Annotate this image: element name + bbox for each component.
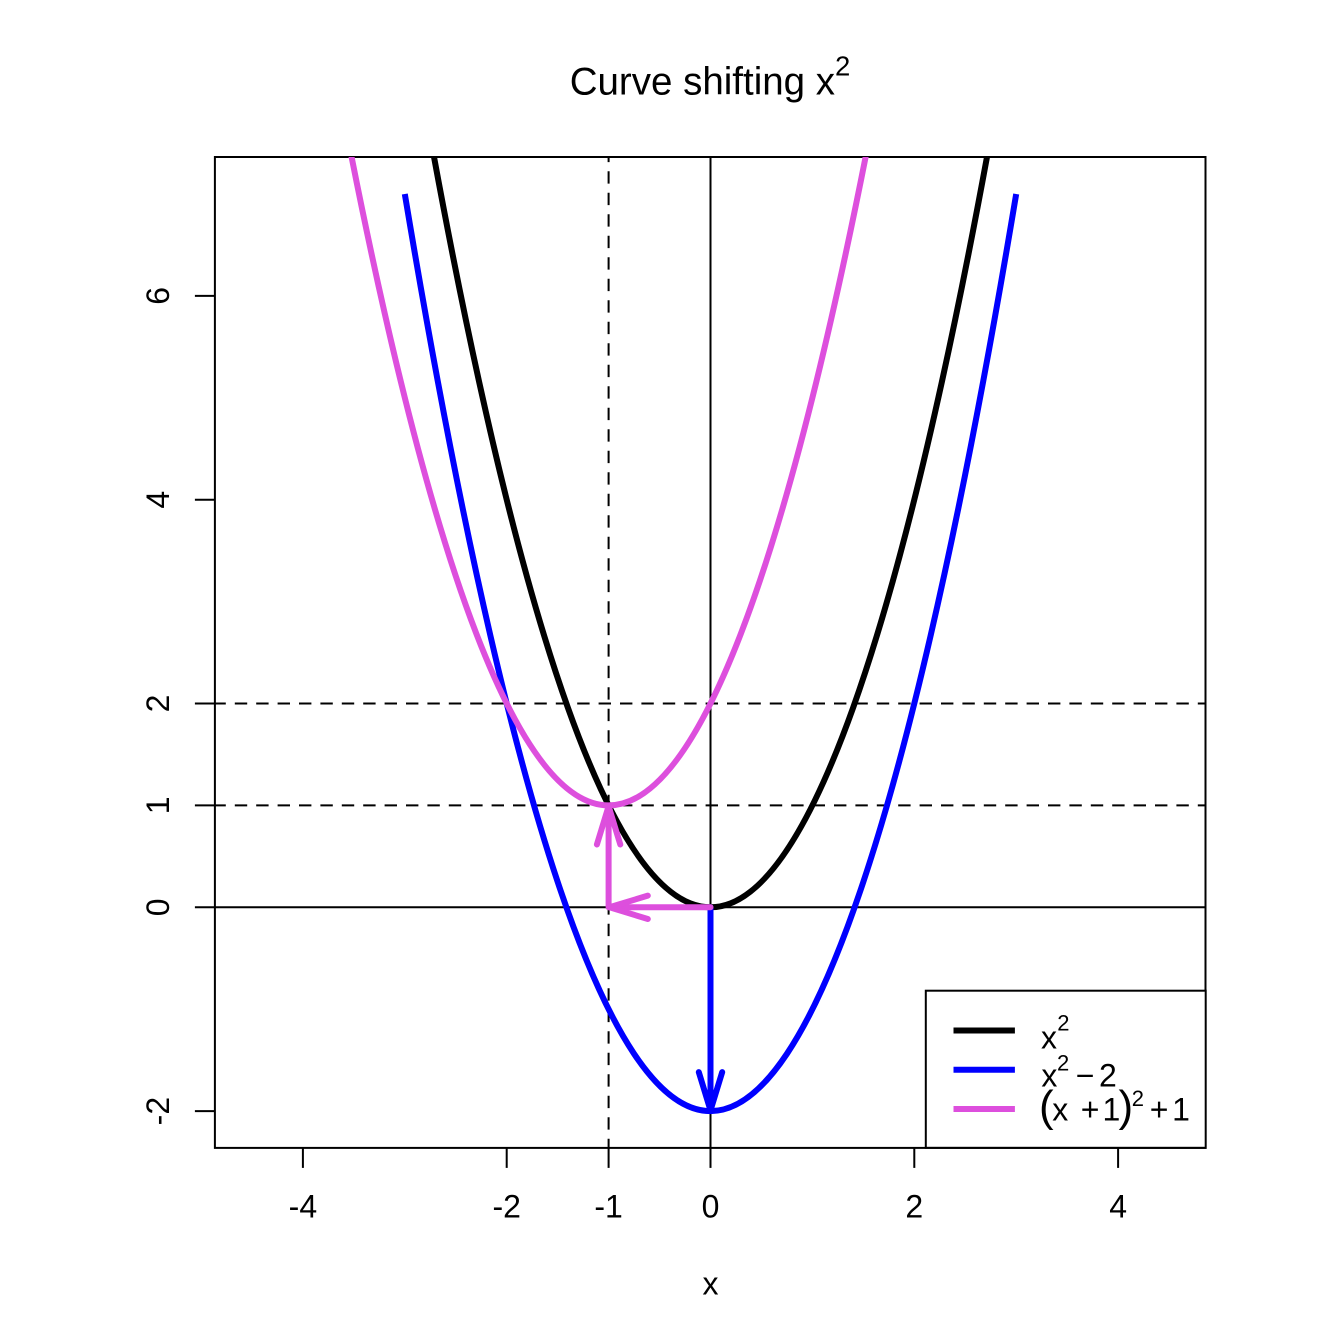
- svg-text:6: 6: [140, 287, 176, 305]
- svg-text:x: x: [703, 1266, 719, 1302]
- svg-text:x2−2: x2−2: [1041, 1051, 1116, 1094]
- svg-text:2: 2: [140, 695, 176, 713]
- svg-text:x2: x2: [1041, 1011, 1070, 1056]
- svg-text:-2: -2: [140, 1097, 176, 1125]
- svg-text:-4: -4: [289, 1189, 317, 1225]
- svg-text:2: 2: [905, 1189, 923, 1225]
- svg-text:Curve shifting x2: Curve shifting x2: [570, 50, 851, 103]
- svg-text:4: 4: [1109, 1189, 1127, 1225]
- svg-text:0: 0: [702, 1189, 720, 1225]
- svg-text:1: 1: [140, 797, 176, 815]
- svg-text:-2: -2: [492, 1189, 520, 1225]
- svg-text:4: 4: [140, 491, 176, 509]
- svg-text:0: 0: [140, 898, 176, 916]
- svg-text:-1: -1: [594, 1189, 622, 1225]
- svg-text:(x+1)2+1: (x +1)2 +1: [1039, 1082, 1190, 1131]
